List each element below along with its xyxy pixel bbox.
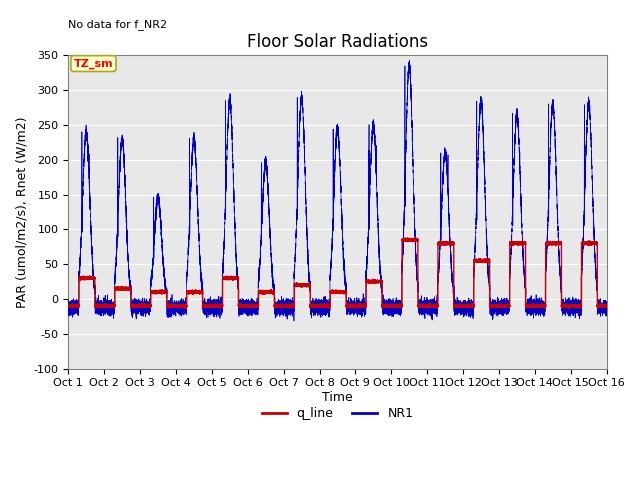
Text: TZ_sm: TZ_sm bbox=[74, 59, 113, 69]
Title: Floor Solar Radiations: Floor Solar Radiations bbox=[247, 33, 428, 51]
X-axis label: Time: Time bbox=[322, 391, 353, 404]
Y-axis label: PAR (umol/m2/s), Rnet (W/m2): PAR (umol/m2/s), Rnet (W/m2) bbox=[15, 116, 28, 308]
Legend: q_line, NR1: q_line, NR1 bbox=[257, 402, 419, 425]
Text: No data for f_NR2: No data for f_NR2 bbox=[68, 20, 168, 30]
